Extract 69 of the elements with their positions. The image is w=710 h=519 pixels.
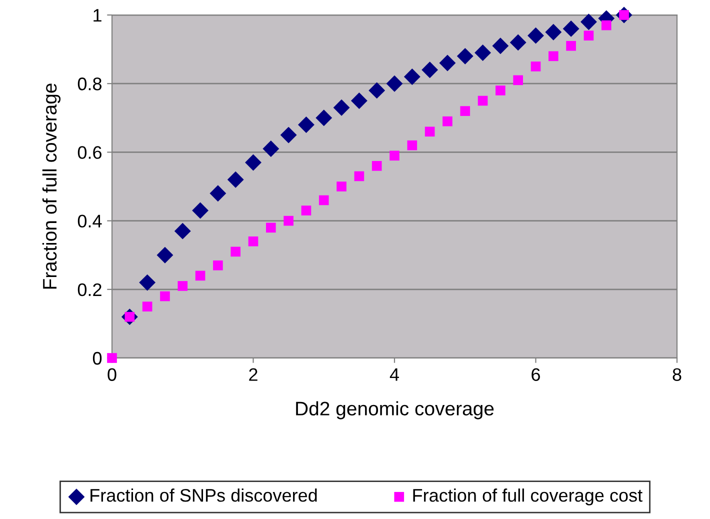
point — [513, 75, 524, 86]
point — [192, 202, 208, 219]
point — [298, 116, 314, 133]
point — [139, 274, 156, 291]
point — [178, 281, 188, 291]
point — [372, 161, 382, 171]
point — [404, 68, 420, 85]
point — [422, 62, 438, 78]
y-axis-title: Fraction of full coverage — [42, 84, 61, 289]
y-tick-label: 0.6 — [78, 146, 102, 159]
point — [195, 270, 206, 281]
point — [160, 291, 170, 302]
legend-label: Fraction of full coverage cost — [413, 488, 642, 506]
point — [262, 140, 280, 157]
point — [318, 195, 329, 206]
y-tick-label: 0.8 — [78, 78, 102, 90]
point — [245, 154, 262, 171]
point — [210, 185, 226, 202]
point — [354, 171, 364, 182]
x-tick-label: 0 — [108, 368, 116, 381]
x-tick-label: 4 — [390, 368, 399, 381]
point — [248, 236, 258, 246]
point — [442, 116, 452, 126]
point — [548, 51, 558, 62]
point — [227, 171, 244, 188]
point — [230, 246, 241, 257]
y-tick-label: 0.4 — [78, 214, 102, 228]
point — [386, 75, 403, 92]
point — [407, 140, 418, 150]
point — [174, 222, 191, 240]
point — [142, 302, 152, 312]
point — [156, 246, 174, 264]
point — [213, 260, 223, 270]
point — [107, 353, 117, 363]
point — [496, 86, 506, 96]
x-tick-label: 2 — [249, 368, 258, 381]
point — [456, 48, 474, 64]
point — [545, 24, 562, 40]
y-tick-label: 0.2 — [78, 283, 102, 296]
point — [266, 222, 276, 233]
y-tick-label: 1 — [94, 9, 102, 22]
point — [601, 20, 612, 30]
x-tick-label: 8 — [672, 368, 682, 381]
point — [566, 40, 576, 51]
x-tick-label: 6 — [532, 368, 540, 381]
point — [424, 126, 435, 137]
point — [478, 96, 488, 106]
point — [390, 150, 400, 161]
point — [333, 99, 350, 116]
point — [530, 62, 541, 72]
legend-label: Fraction of SNPs discovered — [90, 488, 317, 502]
point — [584, 30, 594, 40]
point — [528, 27, 544, 44]
point — [580, 14, 597, 30]
x-axis-title: Dd2 genomic coverage — [296, 401, 494, 420]
point — [280, 126, 297, 144]
point — [510, 34, 526, 51]
point — [350, 92, 368, 109]
point — [474, 44, 491, 61]
point — [316, 110, 332, 126]
point — [284, 216, 294, 226]
point — [492, 38, 509, 54]
point — [562, 20, 580, 37]
y-tick-label: 0 — [92, 352, 102, 365]
point — [336, 182, 346, 192]
point — [301, 206, 312, 216]
point — [439, 54, 456, 72]
point — [368, 82, 386, 99]
point — [460, 106, 470, 116]
